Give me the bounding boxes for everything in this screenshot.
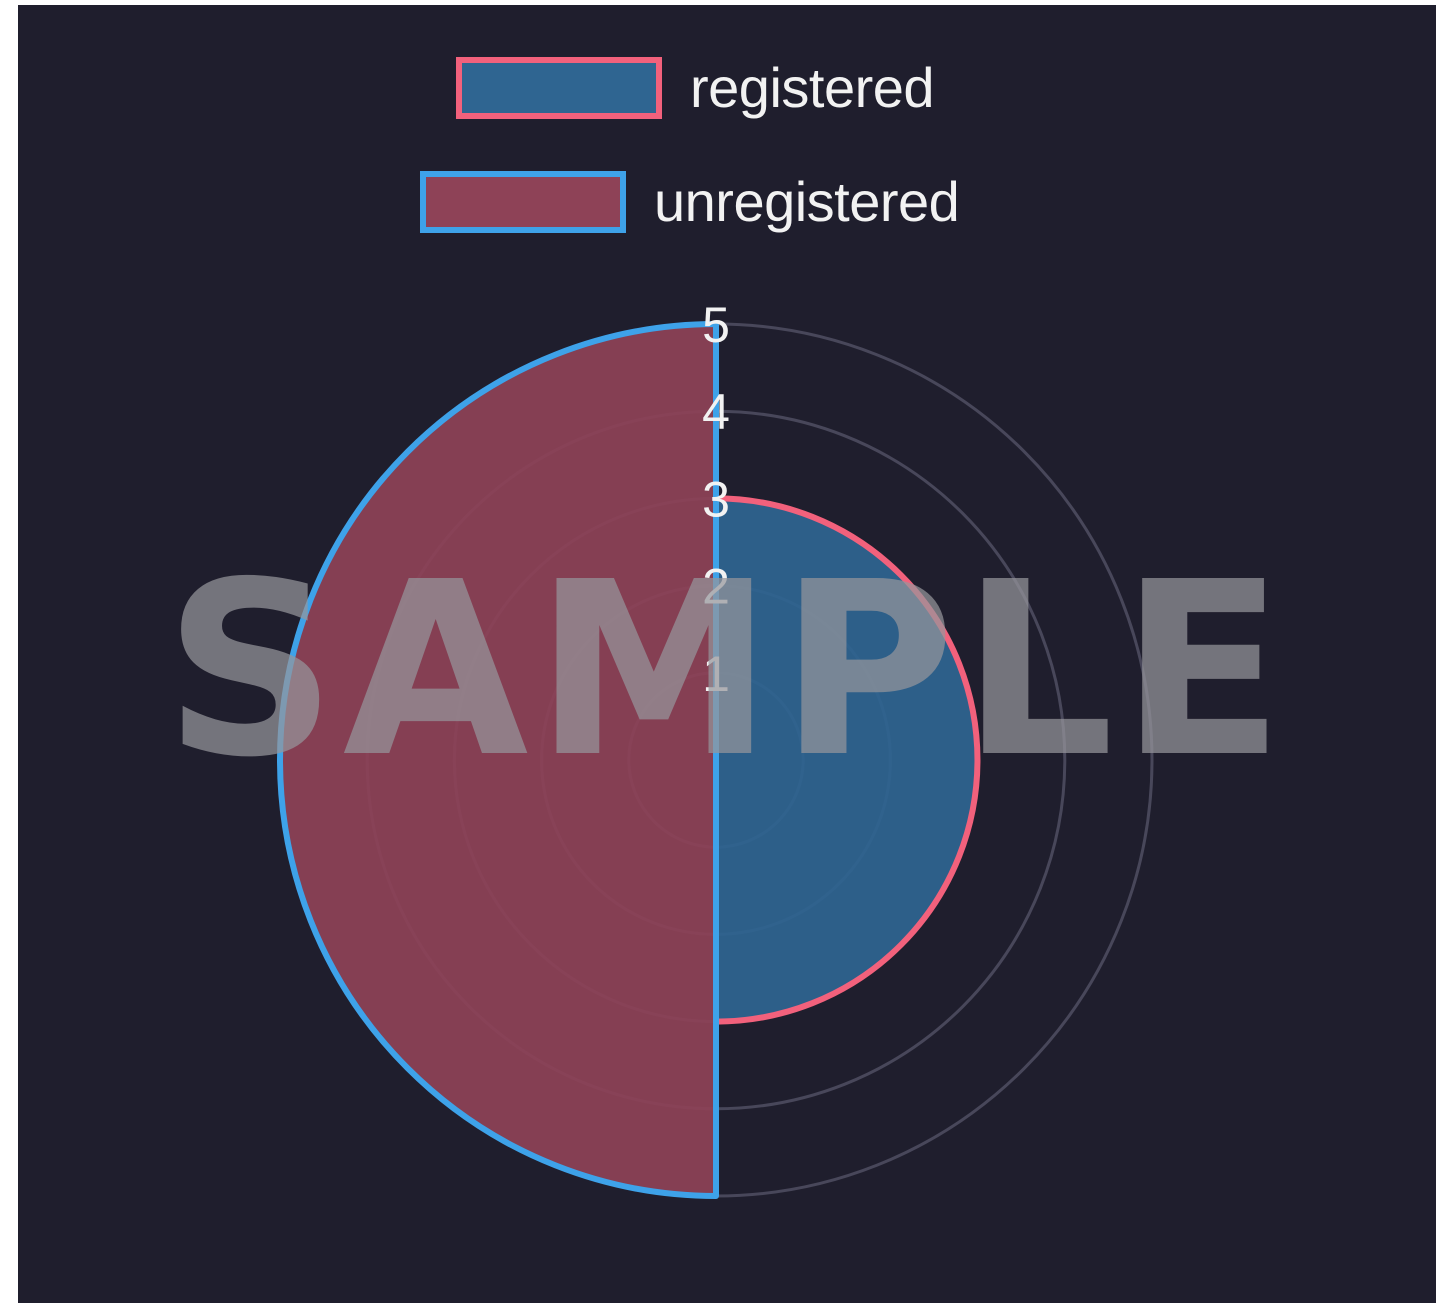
segment-registered[interactable] — [713, 495, 981, 1025]
legend-swatch-unregistered — [420, 170, 626, 233]
polar-area-chart: 1 2 3 4 5 — [277, 297, 1154, 1199]
legend-item-unregistered[interactable]: unregistered — [420, 169, 960, 234]
chart-segments — [277, 321, 981, 1199]
tick-label-3: 3 — [702, 471, 730, 527]
legend-swatch-registered — [456, 56, 662, 119]
legend-item-registered[interactable]: registered — [456, 55, 935, 120]
legend-label-unregistered: unregistered — [654, 170, 960, 233]
tick-label-4: 4 — [702, 384, 730, 440]
tick-label-5: 5 — [702, 297, 730, 353]
tick-label-1: 1 — [702, 646, 730, 702]
radial-ticks: 1 2 3 4 5 — [702, 297, 730, 702]
tick-label-2: 2 — [702, 559, 730, 615]
legend-label-registered: registered — [690, 56, 935, 119]
segment-unregistered[interactable] — [277, 321, 719, 1199]
